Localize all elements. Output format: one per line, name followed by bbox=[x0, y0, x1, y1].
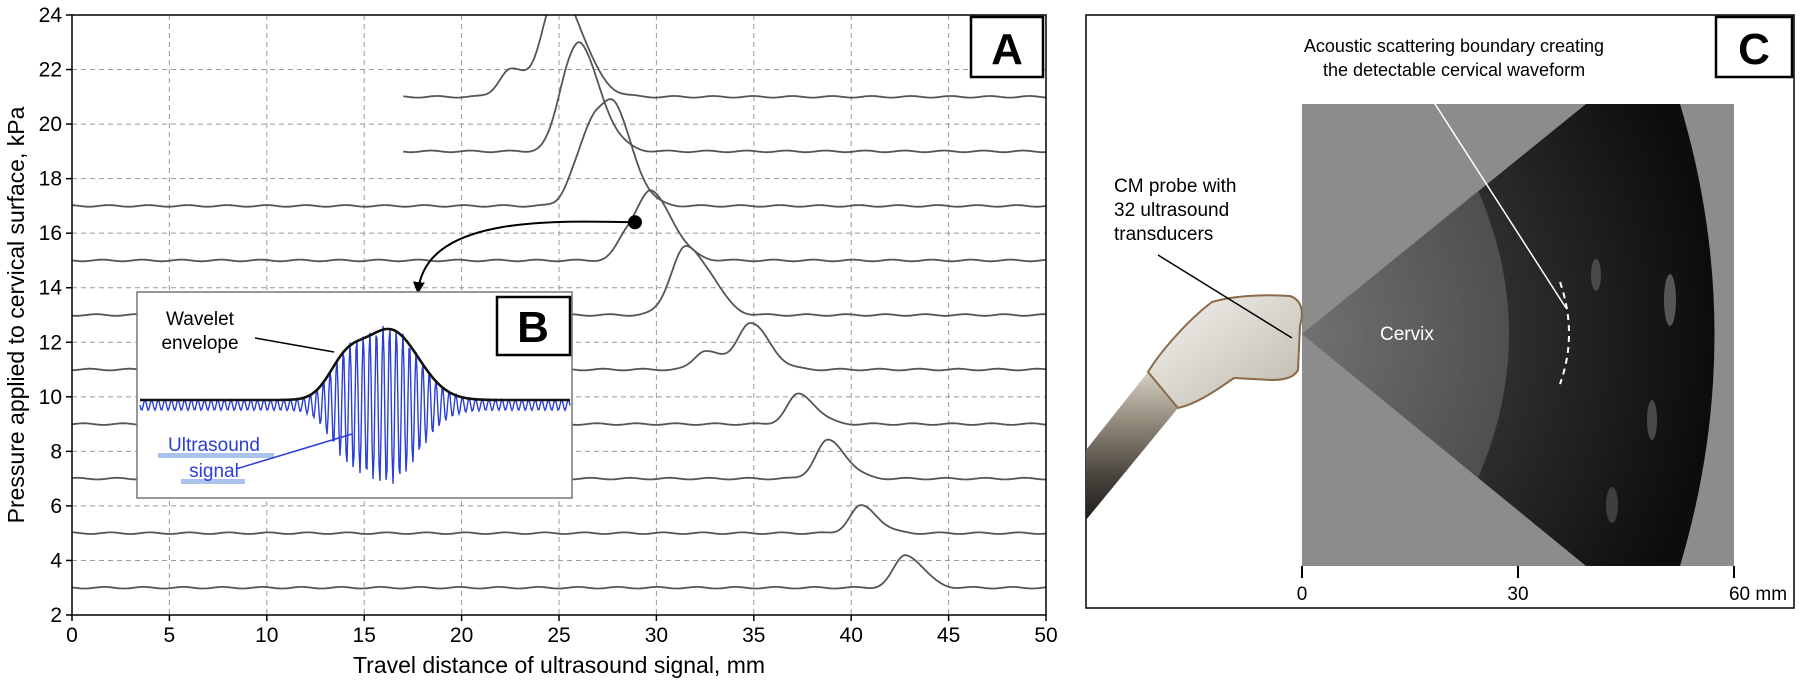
pressure-trace bbox=[72, 554, 1046, 590]
envelope-label-line2: envelope bbox=[161, 333, 238, 354]
pressure-trace bbox=[72, 504, 1046, 535]
probe-pointer bbox=[1157, 254, 1293, 339]
x-tick-label: 25 bbox=[547, 624, 570, 647]
cervix-tissue-region bbox=[1302, 190, 1509, 478]
pressure-trace bbox=[403, 41, 1046, 154]
scattering-boundary bbox=[1559, 281, 1570, 385]
x-tick-label: 35 bbox=[742, 624, 765, 647]
y-axis-label: Pressure applied to cervical surface, kP… bbox=[3, 106, 29, 523]
pressure-trace bbox=[72, 98, 1046, 208]
speckle-3 bbox=[1591, 259, 1601, 291]
pressure-trace bbox=[403, 15, 1046, 99]
speckle-4 bbox=[1606, 487, 1618, 523]
ultrasound-image bbox=[1302, 104, 1734, 566]
probe-label-line2: 32 ultrasound bbox=[1114, 200, 1229, 221]
x-tick-label: 0 bbox=[66, 624, 78, 647]
scale-label-30: 30 bbox=[1507, 584, 1528, 605]
panel-b-letter: B bbox=[517, 303, 549, 352]
panel-b-letter-box bbox=[495, 295, 572, 357]
scale-label-60: 60 mm bbox=[1729, 584, 1787, 605]
wavelet-envelope-curve bbox=[140, 327, 570, 402]
x-tick-label: 40 bbox=[840, 624, 863, 647]
x-tick-label: 50 bbox=[1034, 624, 1057, 647]
panel-c-letter-box bbox=[1714, 15, 1794, 79]
x-axis-label: Travel distance of ultrasound signal, mm bbox=[353, 652, 765, 678]
cm-probe bbox=[1086, 294, 1303, 520]
y-tick-label: 24 bbox=[39, 4, 63, 27]
panel-a-letter-box: A bbox=[969, 15, 1045, 79]
ultrasound-sector bbox=[1302, 104, 1715, 566]
signal-pointer bbox=[235, 433, 353, 470]
scale-label-0: 0 bbox=[1297, 584, 1308, 605]
y-tick-label: 22 bbox=[39, 59, 62, 82]
y-tick-label: 6 bbox=[50, 495, 62, 518]
probe-label-line3: transducers bbox=[1114, 224, 1213, 245]
x-axis-ticks: 0 5 10 15 20 25 30 35 40 45 50 bbox=[66, 615, 1058, 647]
y-tick-label: 8 bbox=[50, 440, 62, 463]
x-tick-label: 30 bbox=[645, 624, 668, 647]
y-tick-label: 14 bbox=[39, 277, 63, 300]
x-tick-label: 15 bbox=[353, 624, 376, 647]
x-tick-label: 45 bbox=[937, 624, 960, 647]
panel-a: 0 5 10 15 20 25 30 35 40 45 50 2468101214161820222… bbox=[3, 4, 1058, 678]
y-tick-label: 10 bbox=[39, 386, 62, 409]
panel-c-letter: C bbox=[1738, 25, 1770, 74]
signal-label-line2: signal bbox=[189, 461, 239, 482]
y-tick-label: 2 bbox=[50, 604, 62, 627]
probe-shaft bbox=[1086, 372, 1178, 520]
envelope-label-line1: Wavelet bbox=[166, 309, 235, 330]
panel-b-inset: Wavelet envelope Ultrasound signal B bbox=[136, 291, 573, 499]
signal-label-underline-2 bbox=[181, 479, 245, 484]
boundary-label-line1: Acoustic scattering boundary creating bbox=[1304, 36, 1604, 56]
probe-tip bbox=[1146, 294, 1303, 410]
cervix-label: Cervix bbox=[1380, 324, 1434, 345]
boundary-label-line2: the detectable cervical waveform bbox=[1323, 60, 1585, 80]
signal-label-underline-1 bbox=[158, 453, 274, 458]
callout-arrow bbox=[412, 220, 635, 294]
signal-label-line1: Ultrasound bbox=[168, 435, 260, 456]
probe-label-line1: CM probe with bbox=[1114, 176, 1237, 197]
panel-a-letter: A bbox=[991, 25, 1023, 74]
y-tick-label: 16 bbox=[39, 222, 62, 245]
panel-c: Acoustic scattering boundary creating th… bbox=[1085, 14, 1795, 609]
envelope-pointer bbox=[254, 337, 335, 353]
depth-scale: 0 30 60 mm bbox=[1297, 566, 1787, 605]
speckle-1 bbox=[1664, 274, 1676, 326]
y-tick-label: 18 bbox=[39, 168, 62, 191]
speckle-2 bbox=[1647, 400, 1657, 440]
y-tick-label: 12 bbox=[39, 331, 62, 354]
highlight-point bbox=[627, 215, 642, 230]
pressure-trace bbox=[72, 189, 1046, 263]
boundary-pointer bbox=[1425, 89, 1567, 309]
x-tick-label: 10 bbox=[255, 624, 278, 647]
x-tick-label: 20 bbox=[450, 624, 473, 647]
x-tick-label: 5 bbox=[164, 624, 176, 647]
y-tick-label: 20 bbox=[39, 113, 62, 136]
y-tick-label: 4 bbox=[50, 549, 62, 572]
